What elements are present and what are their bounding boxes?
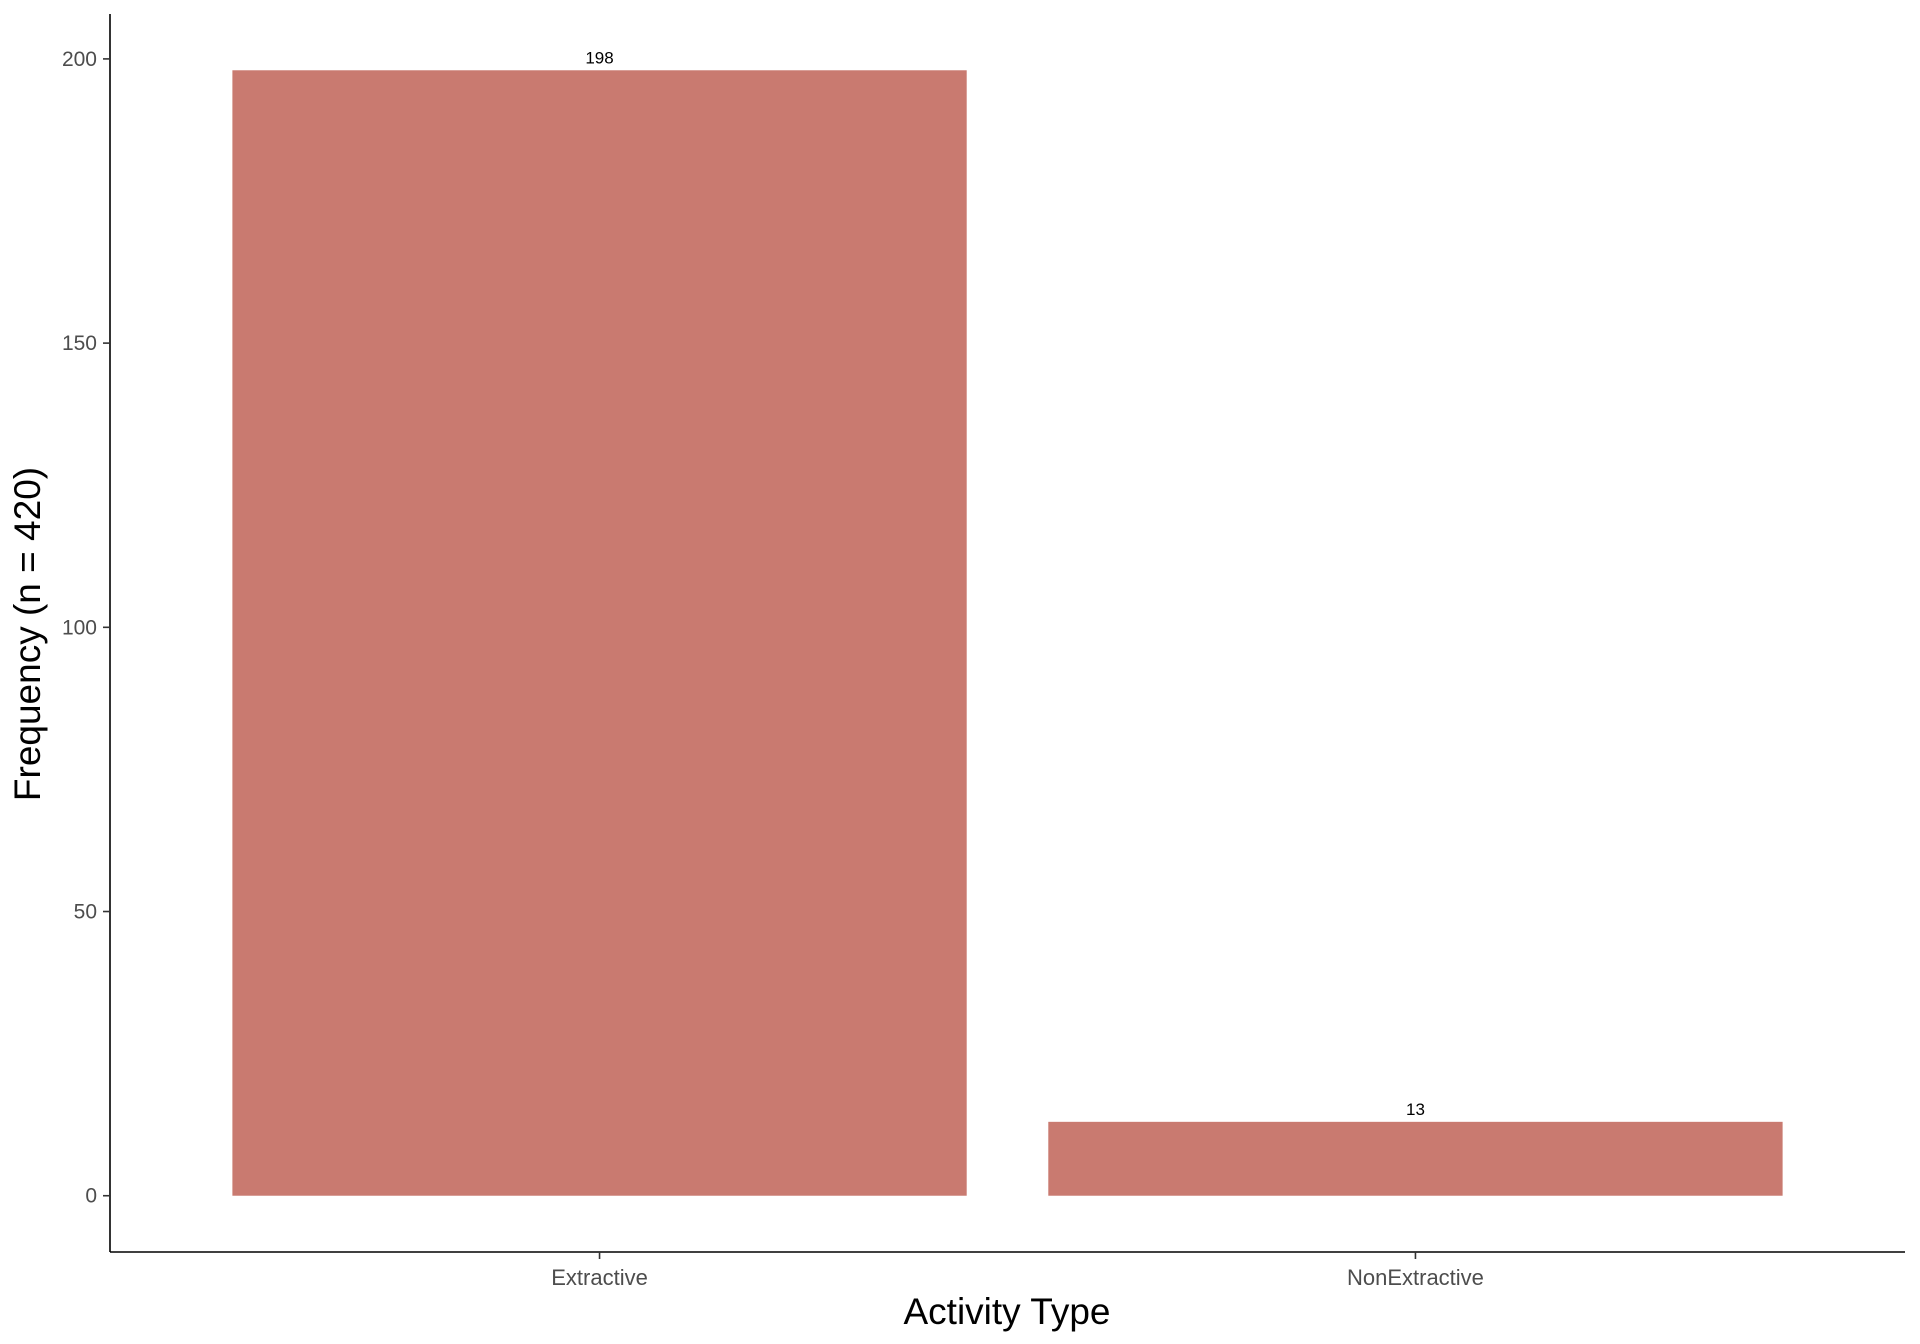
- y-tick-label: 50: [74, 901, 97, 924]
- x-tick-label-extractive: Extractive: [551, 1265, 648, 1290]
- y-tick-label: 150: [62, 332, 97, 355]
- x-tick-label-nonextractive: NonExtractive: [1347, 1265, 1484, 1290]
- y-tick-label: 0: [85, 1185, 97, 1208]
- y-axis-title: Frequency (n = 420): [7, 467, 48, 801]
- x-axis: Extractive NonExtractive: [110, 1251, 1905, 1290]
- bar-nonextractive: [1048, 1121, 1783, 1196]
- bars-group: [232, 70, 1783, 1196]
- y-tick-label: 200: [62, 48, 97, 71]
- y-tick-label: 100: [62, 616, 97, 639]
- bar-extractive: [232, 70, 967, 1196]
- data-label-nonextractive: 13: [1406, 1100, 1425, 1119]
- data-label-extractive: 198: [585, 48, 613, 67]
- data-labels-group: 198 13: [585, 48, 1425, 1119]
- x-axis-title: Activity Type: [903, 1291, 1110, 1332]
- y-axis: 0 50 100 150 200: [62, 14, 111, 1252]
